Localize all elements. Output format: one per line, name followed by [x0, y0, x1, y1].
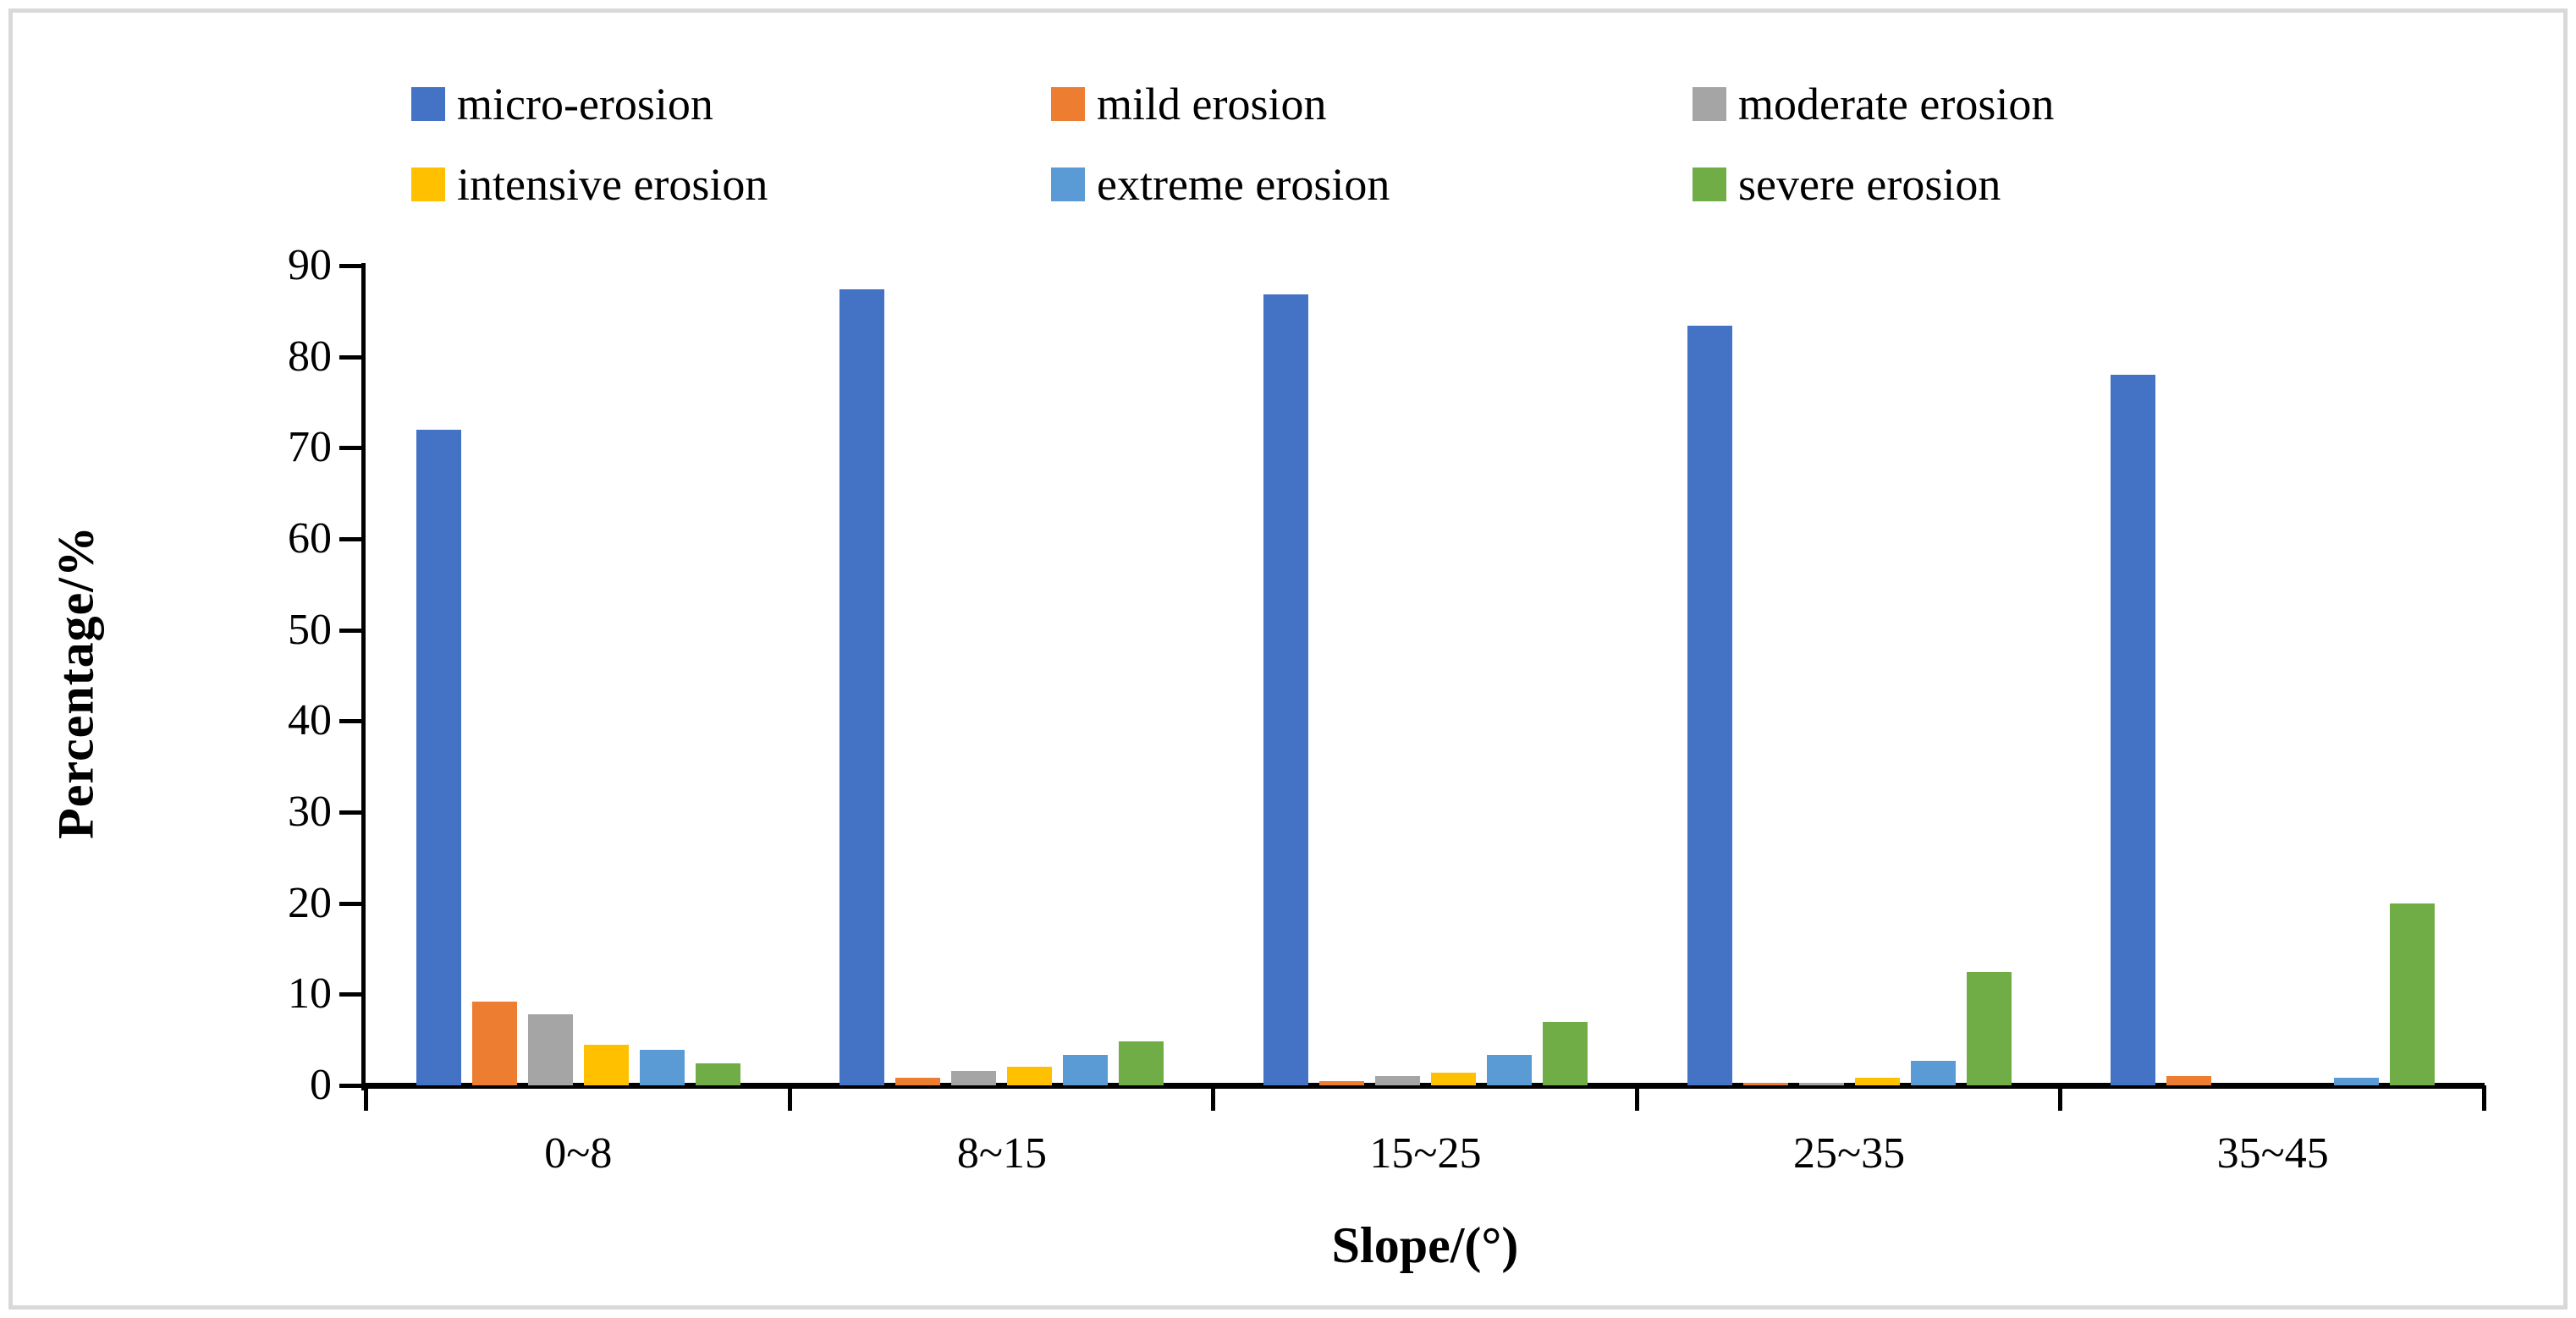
- bar-intensive-erosion: [584, 1045, 629, 1085]
- bar-mild-erosion: [1319, 1081, 1364, 1085]
- bar-extreme-erosion: [1487, 1055, 1532, 1085]
- legend-item-intensive-erosion: intensive erosion: [411, 161, 768, 208]
- bar-intensive-erosion: [1007, 1067, 1052, 1085]
- y-tick-label: 0: [310, 1061, 332, 1109]
- y-tick-label: 10: [288, 969, 332, 1019]
- bar-micro-erosion: [1263, 294, 1308, 1085]
- x-category-label: 35~45: [2216, 1129, 2329, 1178]
- bar-micro-erosion: [839, 289, 884, 1085]
- bar-extreme-erosion: [1911, 1061, 1956, 1085]
- x-category-label: 0~8: [544, 1129, 613, 1178]
- bar-intensive-erosion: [1431, 1073, 1476, 1085]
- y-tick: [339, 719, 361, 724]
- x-tick: [2482, 1085, 2486, 1111]
- x-category-label: 25~35: [1793, 1129, 1906, 1178]
- x-tick: [1211, 1085, 1216, 1111]
- y-tick: [339, 1084, 361, 1088]
- bar-extreme-erosion: [2334, 1078, 2379, 1085]
- y-tick: [339, 992, 361, 997]
- y-tick-label: 50: [288, 605, 332, 654]
- bar-moderate-erosion: [1375, 1076, 1420, 1085]
- x-category-label: 8~15: [956, 1129, 1047, 1178]
- y-tick: [339, 628, 361, 633]
- bar-severe-erosion: [696, 1063, 740, 1085]
- legend-swatch-icon: [411, 167, 445, 201]
- x-tick: [787, 1085, 792, 1111]
- legend-swatch-icon: [1693, 87, 1726, 121]
- y-tick: [339, 810, 361, 815]
- x-tick: [1634, 1085, 1639, 1111]
- x-category-label: 15~25: [1369, 1129, 1482, 1178]
- bar-moderate-erosion: [1799, 1083, 1844, 1085]
- legend-swatch-icon: [1051, 167, 1085, 201]
- x-axis-line: [361, 1083, 2485, 1089]
- legend-item-mild-erosion: mild erosion: [1051, 80, 1326, 128]
- y-tick: [339, 446, 361, 451]
- legend-label: extreme erosion: [1097, 159, 1390, 210]
- legend-item-moderate-erosion: moderate erosion: [1693, 80, 2054, 128]
- bar-mild-erosion: [1743, 1083, 1788, 1085]
- y-tick: [339, 264, 361, 268]
- y-tick-label: 80: [288, 332, 332, 381]
- x-axis-title: Slope/(°): [1331, 1217, 1519, 1273]
- legend-label: severe erosion: [1738, 159, 2001, 210]
- bar-mild-erosion: [895, 1078, 940, 1085]
- y-tick: [339, 537, 361, 541]
- y-tick: [339, 354, 361, 360]
- legend-label: micro-erosion: [457, 79, 713, 129]
- legend-item-extreme-erosion: extreme erosion: [1051, 161, 1390, 208]
- bar-moderate-erosion: [951, 1071, 996, 1085]
- bar-moderate-erosion: [528, 1014, 573, 1085]
- x-tick: [364, 1085, 368, 1111]
- bar-severe-erosion: [1967, 972, 2012, 1085]
- bar-severe-erosion: [1119, 1041, 1164, 1085]
- bar-micro-erosion: [1687, 326, 1732, 1085]
- bar-extreme-erosion: [640, 1050, 685, 1085]
- legend-item-micro-erosion: micro-erosion: [411, 80, 713, 128]
- y-tick-label: 20: [288, 878, 332, 927]
- bar-mild-erosion: [2166, 1076, 2211, 1085]
- y-tick-label: 40: [288, 696, 332, 745]
- y-tick-label: 70: [288, 423, 332, 472]
- bar-extreme-erosion: [1063, 1055, 1108, 1085]
- legend-swatch-icon: [1051, 87, 1085, 121]
- legend-item-severe-erosion: severe erosion: [1693, 161, 2001, 208]
- bar-intensive-erosion: [1855, 1078, 1900, 1085]
- legend-swatch-icon: [411, 87, 445, 121]
- bar-severe-erosion: [2390, 903, 2435, 1085]
- bar-mild-erosion: [472, 1002, 517, 1085]
- legend-swatch-icon: [1693, 167, 1726, 201]
- x-tick: [2058, 1085, 2063, 1111]
- bar-severe-erosion: [1543, 1022, 1588, 1085]
- legend-label: intensive erosion: [457, 159, 768, 210]
- y-axis-line: [361, 263, 366, 1090]
- y-tick-label: 30: [288, 788, 332, 836]
- y-axis-title: Percentage/%: [47, 525, 104, 839]
- legend-label: moderate erosion: [1738, 79, 2055, 129]
- y-tick-label: 90: [288, 241, 332, 289]
- y-tick-label: 60: [288, 514, 332, 563]
- y-tick: [339, 901, 361, 906]
- legend-label: mild erosion: [1097, 79, 1327, 129]
- bar-micro-erosion: [2111, 375, 2155, 1085]
- bar-micro-erosion: [416, 430, 461, 1085]
